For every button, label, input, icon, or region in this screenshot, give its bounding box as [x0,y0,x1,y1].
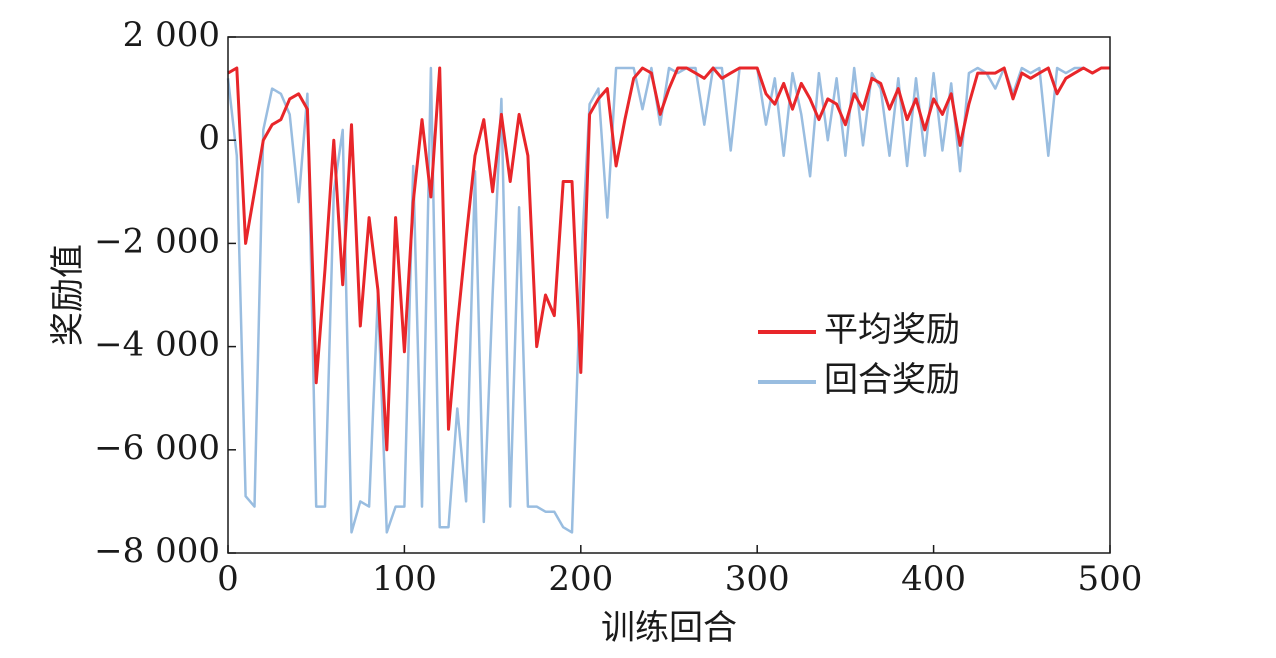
y-tick-label: 2 000 [123,15,220,55]
x-tick-label: 300 [725,559,790,599]
y-tick-label: −8 000 [94,531,220,571]
y-tick-label: −6 000 [94,428,220,468]
x-tick-label: 400 [901,559,966,599]
x-tick-label: 500 [1078,559,1143,599]
legend-label: 平均奖励 [824,310,960,350]
plot-frame [227,36,1111,554]
x-tick-label: 200 [548,559,613,599]
y-tick-label: −2 000 [94,221,220,261]
y-tick-label: 0 [198,118,220,158]
series-line [227,66,1110,452]
legend-label: 回合奖励 [824,360,960,400]
x-tick-label: 100 [372,559,437,599]
x-axis-label: 训练回合 [601,608,737,648]
x-tick-label: 0 [217,559,239,599]
y-tick-label: −4 000 [94,325,220,365]
y-axis-label: 奖励值 [48,244,88,346]
